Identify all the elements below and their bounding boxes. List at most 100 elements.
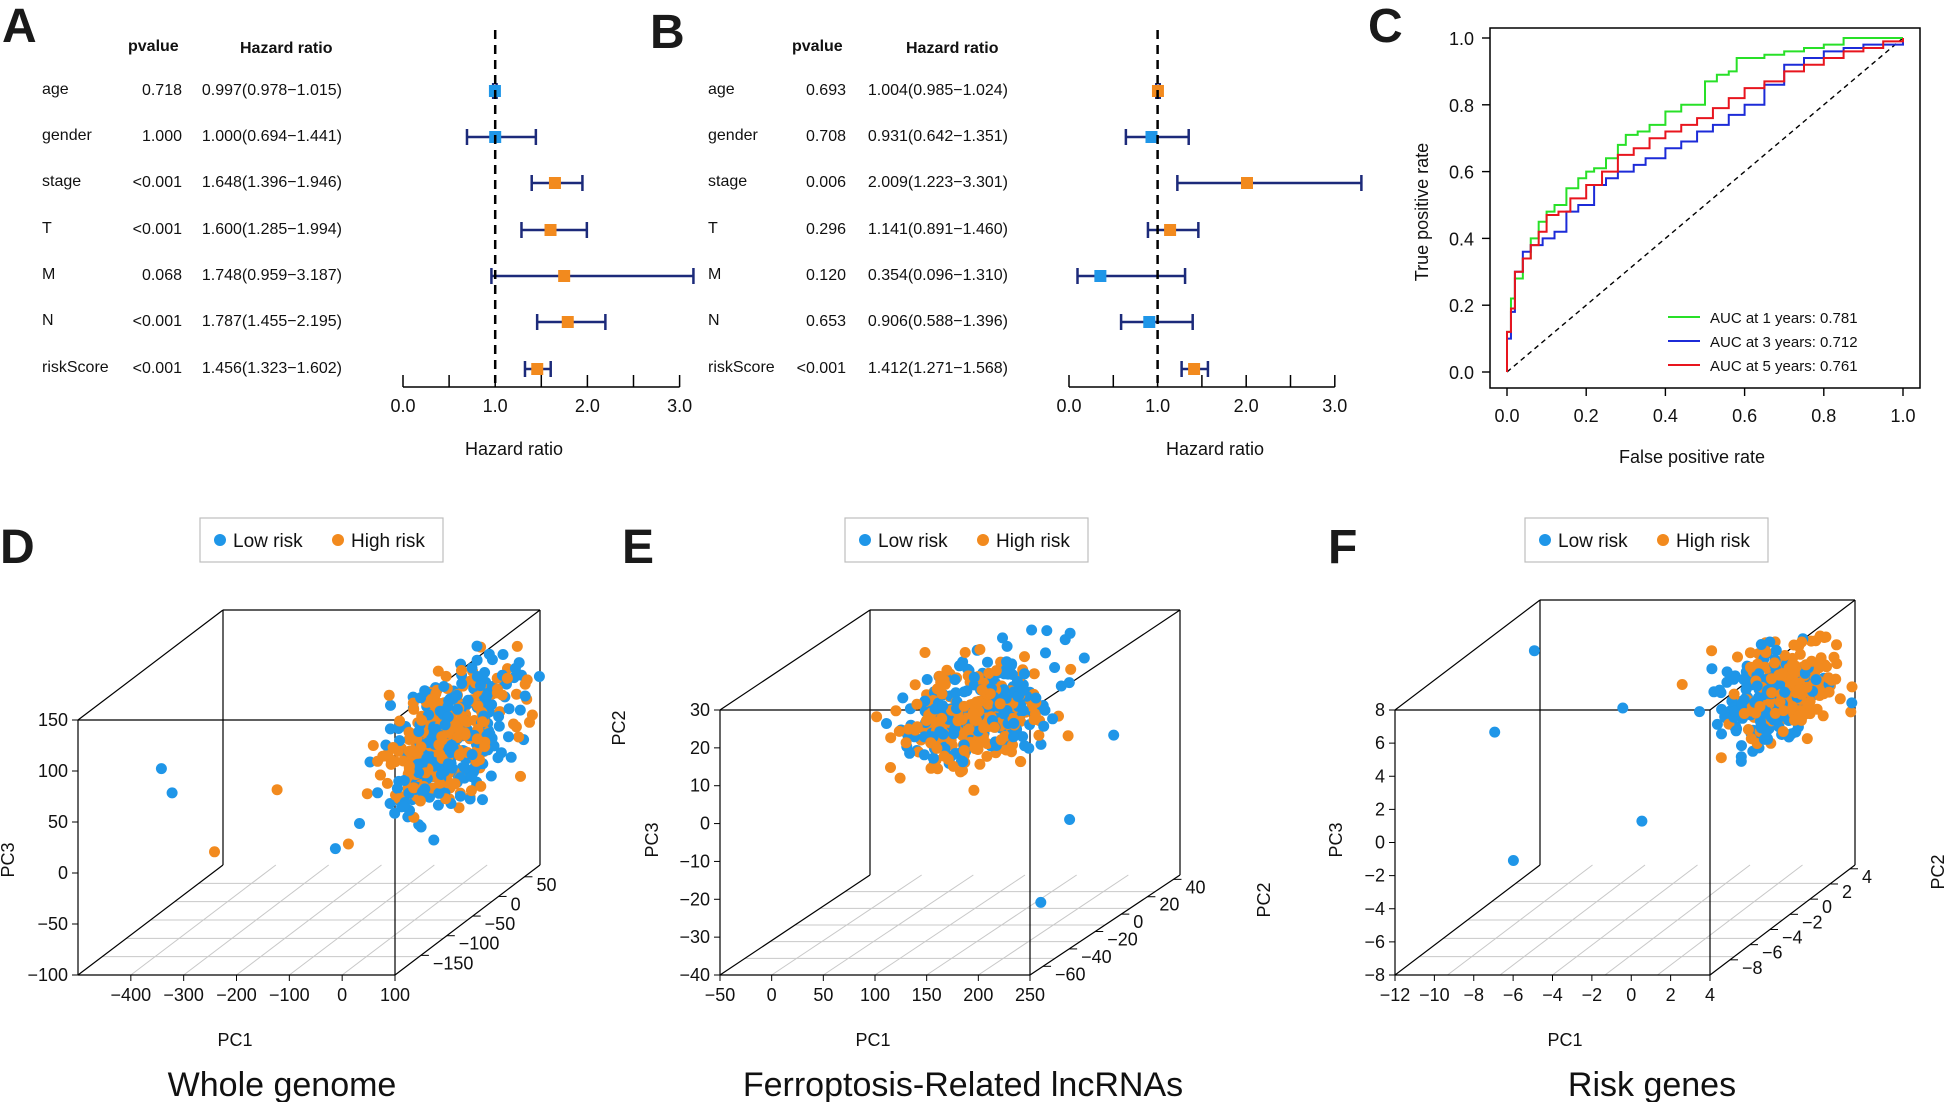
pc3-tick-label: 30: [690, 700, 710, 720]
low-risk-point: [1040, 647, 1051, 659]
hazard-ratio-header: Hazard ratio: [906, 40, 999, 57]
high-risk-point: [990, 665, 1002, 677]
pc2-tick-label: 0: [511, 894, 521, 914]
high-risk-point: [1787, 701, 1798, 713]
high-risk-point: [433, 739, 445, 751]
low-risk-point: [417, 786, 429, 798]
high-risk-point: [995, 734, 1007, 746]
low-risk-point: [438, 681, 450, 692]
high-risk-point: [1789, 714, 1800, 726]
pc3-tick-label: −50: [37, 914, 68, 934]
high-risk-point: [1813, 662, 1825, 674]
hazard-ratio-point: [558, 270, 571, 282]
low-risk-point: [957, 756, 969, 768]
roc-y-axis-title: True positive rate: [1412, 143, 1432, 281]
low-risk-point: [433, 787, 445, 799]
pc3-tick-label: 100: [38, 761, 68, 781]
low-risk-point: [391, 782, 403, 794]
pca-legend-box: [199, 517, 444, 563]
pvalue-text: 0.120: [806, 267, 846, 284]
low-risk-legend-marker: [214, 534, 226, 546]
high-risk-point: [415, 741, 427, 753]
low-risk-point: [1736, 740, 1747, 752]
high-risk-point: [1728, 688, 1740, 700]
low-risk-point: [1063, 677, 1075, 689]
low-risk-point: [1064, 627, 1076, 639]
low-risk-point: [1779, 686, 1791, 698]
pca-panel-e: E Low risk High risk −50 0 50 100 150 200 250−4…: [609, 517, 1274, 1102]
low-risk-legend-label: Low risk: [878, 531, 948, 552]
roc-curve-3: [1506, 38, 1904, 372]
low-risk-point: [1108, 729, 1120, 741]
low-risk-point: [998, 708, 1010, 720]
hazard-ratio-text: 1.141(0.891−1.460): [868, 221, 1008, 238]
roc-y-tick-label: 0.6: [1449, 163, 1474, 183]
high-risk-point: [501, 672, 513, 684]
hazard-ratio-point: [1145, 131, 1158, 143]
low-risk-point: [918, 749, 930, 761]
variable-label: stage: [42, 173, 81, 190]
pc2-tick-label: −20: [1107, 930, 1138, 950]
low-risk-point: [439, 719, 451, 731]
variable-label: age: [42, 81, 69, 98]
low-risk-point: [1751, 680, 1763, 692]
pvalue-text: <0.001: [133, 174, 182, 191]
low-risk-point: [451, 689, 463, 701]
low-risk-point: [1755, 639, 1767, 650]
low-risk-point: [1715, 687, 1727, 699]
high-risk-point: [408, 703, 420, 715]
low-risk-point: [1017, 731, 1029, 743]
high-risk-point: [479, 741, 491, 752]
high-risk-point: [1787, 665, 1799, 677]
high-risk-point: [403, 760, 415, 772]
pc1-tick-label: −12: [1380, 985, 1411, 1005]
variable-label: age: [708, 81, 735, 98]
high-risk-point: [958, 700, 970, 712]
pc3-tick-label: 50: [48, 812, 68, 832]
hazard-ratio-text: 0.997(0.978−1.015): [202, 82, 342, 99]
roc-x-tick-label: 0.2: [1574, 406, 1599, 426]
high-risk-point: [958, 745, 970, 756]
forest-x-tick-label: 1.0: [1145, 396, 1170, 416]
pc3-tick-label: −6: [1364, 932, 1385, 952]
low-risk-point: [1035, 896, 1047, 908]
high-risk-point: [894, 772, 906, 784]
forest-x-tick-label: 0.0: [1056, 396, 1081, 416]
roc-y-tick-label: 0.8: [1449, 96, 1474, 116]
low-risk-point: [466, 749, 478, 761]
forest-x-tick-label: 2.0: [575, 396, 600, 416]
high-risk-point: [931, 742, 943, 754]
high-risk-point: [511, 688, 522, 700]
low-risk-point: [897, 692, 909, 704]
roc-y-tick-label: 0.0: [1449, 363, 1474, 383]
low-risk-point: [354, 818, 365, 829]
pc1-tick-label: 0: [337, 985, 347, 1005]
pvalue-text: 1.000: [142, 128, 182, 145]
box-edge: [1709, 864, 1856, 976]
low-risk-point: [997, 632, 1008, 644]
high-risk-point: [1802, 698, 1814, 710]
high-risk-point: [936, 712, 948, 724]
low-risk-point: [509, 663, 521, 674]
high-risk-point: [394, 715, 406, 727]
low-risk-point: [398, 800, 410, 812]
low-risk-point: [1706, 663, 1718, 675]
high-risk-point: [909, 679, 921, 691]
high-risk-point: [974, 644, 986, 655]
hazard-ratio-point: [1188, 363, 1201, 375]
pca-legend-box: [844, 517, 1089, 563]
pc1-tick-label: 250: [1015, 985, 1045, 1005]
low-risk-point: [481, 690, 493, 702]
box-edge: [77, 864, 224, 976]
pvalue-text: 0.718: [142, 82, 182, 99]
high-risk-point: [981, 738, 993, 750]
hazard-ratio-point: [548, 177, 561, 189]
high-risk-point: [449, 778, 461, 790]
pc3-tick-label: −10: [679, 851, 710, 871]
high-risk-point: [1846, 681, 1858, 693]
low-risk-point: [1038, 720, 1050, 732]
pvalue-text: 0.653: [806, 313, 846, 330]
high-risk-point: [408, 782, 420, 794]
high-risk-point: [911, 698, 923, 710]
high-risk-point: [871, 711, 883, 723]
